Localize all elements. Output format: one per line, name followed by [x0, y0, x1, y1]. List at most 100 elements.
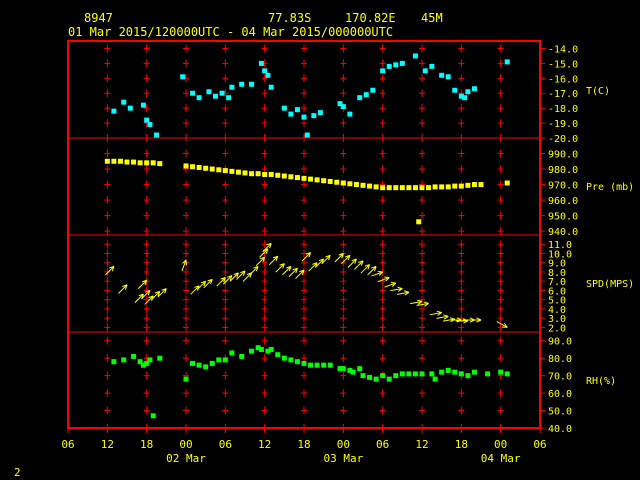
temperature-point: [144, 117, 150, 123]
temperature-point: [462, 95, 468, 101]
temperature-point: [288, 111, 294, 117]
wind-arrow-head: [141, 279, 147, 283]
wind-arrow-head: [424, 302, 429, 307]
wind-arrow-shaft: [196, 280, 207, 291]
temperature-point: [337, 101, 343, 107]
humidity-point: [373, 376, 379, 382]
wind-arrow: [181, 259, 188, 272]
wind-arrow-shaft: [367, 266, 377, 276]
temperature-point: [154, 132, 159, 138]
pressure-point: [144, 160, 150, 166]
wind-tick-label: 9.0: [548, 259, 566, 270]
humidity-point: [275, 352, 281, 358]
humidity-tick-label: 50.0: [548, 407, 572, 418]
wind-arrow-head: [154, 290, 160, 294]
wind-arrow-head: [220, 277, 226, 280]
pressure-point: [222, 168, 228, 174]
wind-arrow-head: [437, 312, 442, 316]
temperature-tick-label: -16.0: [548, 74, 578, 85]
pressure-point: [203, 165, 209, 171]
pressure-point: [137, 160, 143, 166]
humidity-point: [196, 362, 202, 368]
temperature-point: [213, 93, 218, 99]
wind-arrow-head: [148, 295, 154, 299]
pressure-axis-label: Pre (mb): [586, 182, 634, 193]
wind-arrow-head: [367, 264, 371, 270]
pressure-point: [465, 182, 471, 188]
temperature-tick-label: -17.0: [548, 89, 578, 100]
wind-arrow: [496, 320, 508, 328]
wind-arrow: [321, 254, 331, 265]
wind-arrow: [410, 299, 423, 305]
pressure-point: [406, 185, 412, 191]
wind-arrow-shaft: [105, 266, 115, 276]
pressure-point: [288, 174, 294, 180]
wind-arrow-head: [227, 275, 233, 278]
pressure-point: [399, 185, 405, 191]
wind-arrow-shaft: [347, 258, 357, 268]
pressure-point: [117, 158, 123, 164]
humidity-tick-label: 90.0: [548, 337, 572, 348]
wind-arrow-shaft: [203, 278, 213, 289]
temperature-point: [249, 81, 255, 87]
wind-arrow-shaft: [137, 279, 148, 290]
humidity-point: [347, 367, 353, 373]
temperature-point: [370, 87, 376, 93]
wind-arrow-shaft: [134, 293, 144, 303]
x-day-label: 02 Mar: [166, 452, 206, 465]
temperature-point: [347, 111, 353, 117]
wind-arrow-shaft: [314, 258, 325, 268]
wind-arrow: [196, 280, 207, 291]
x-tick-label: 06: [219, 438, 232, 451]
wind-arrow-shaft: [288, 267, 298, 278]
pressure-point: [268, 171, 274, 177]
humidity-point: [294, 359, 300, 365]
wind-arrow-head: [147, 290, 151, 296]
wind-arrow: [105, 265, 115, 276]
humidity-point: [258, 346, 264, 352]
wind-arrow-head: [207, 278, 213, 282]
x-day-label: 04 Mar: [481, 452, 521, 465]
humidity-point: [150, 413, 156, 419]
wind-arrow-head: [200, 280, 206, 284]
pressure-point: [452, 183, 458, 189]
wind-arrow-shaft: [190, 285, 200, 295]
temperature-point: [301, 114, 307, 120]
humidity-point: [419, 371, 425, 377]
x-tick-label: 00: [494, 438, 507, 451]
wind-arrow: [429, 310, 442, 316]
pressure-point: [314, 177, 320, 183]
wind-arrow-shaft: [141, 290, 151, 300]
humidity-point: [504, 371, 510, 377]
humidity-point: [452, 369, 458, 375]
wind-arrow-head: [242, 270, 246, 276]
temperature-point: [317, 110, 323, 116]
wind-arrow-shaft: [262, 242, 272, 253]
wind-arrow-head: [301, 269, 305, 275]
wind-arrow-head: [262, 257, 266, 263]
wind-arrow: [150, 290, 161, 301]
wind-arrow: [371, 270, 384, 277]
wind-arrow: [347, 258, 357, 268]
wind-arrow-head: [259, 256, 265, 260]
wind-arrow-head: [292, 267, 298, 271]
wind-arrow-head: [210, 279, 213, 285]
wind-arrow: [268, 255, 279, 266]
wind-arrow-shaft: [321, 254, 331, 265]
wind-arrow-head: [364, 264, 370, 267]
wind-arrow: [469, 317, 482, 323]
wind-arrow-shaft: [442, 318, 455, 322]
station-latitude: 77.83S: [268, 11, 312, 25]
wind-arrow-head: [145, 289, 151, 293]
wind-arrow-head: [236, 272, 239, 278]
humidity-tick-label: 80.0: [548, 354, 572, 365]
wind-arrow-shaft: [268, 255, 279, 266]
wind-tick-label: 10.0: [548, 249, 572, 260]
temperature-point: [340, 104, 346, 110]
wind-arrow: [390, 286, 403, 292]
wind-arrow-head: [503, 322, 508, 328]
wind-arrow-head: [360, 260, 364, 266]
wind-arrow-head: [269, 243, 272, 249]
wind-arrow-shaft: [181, 259, 187, 272]
